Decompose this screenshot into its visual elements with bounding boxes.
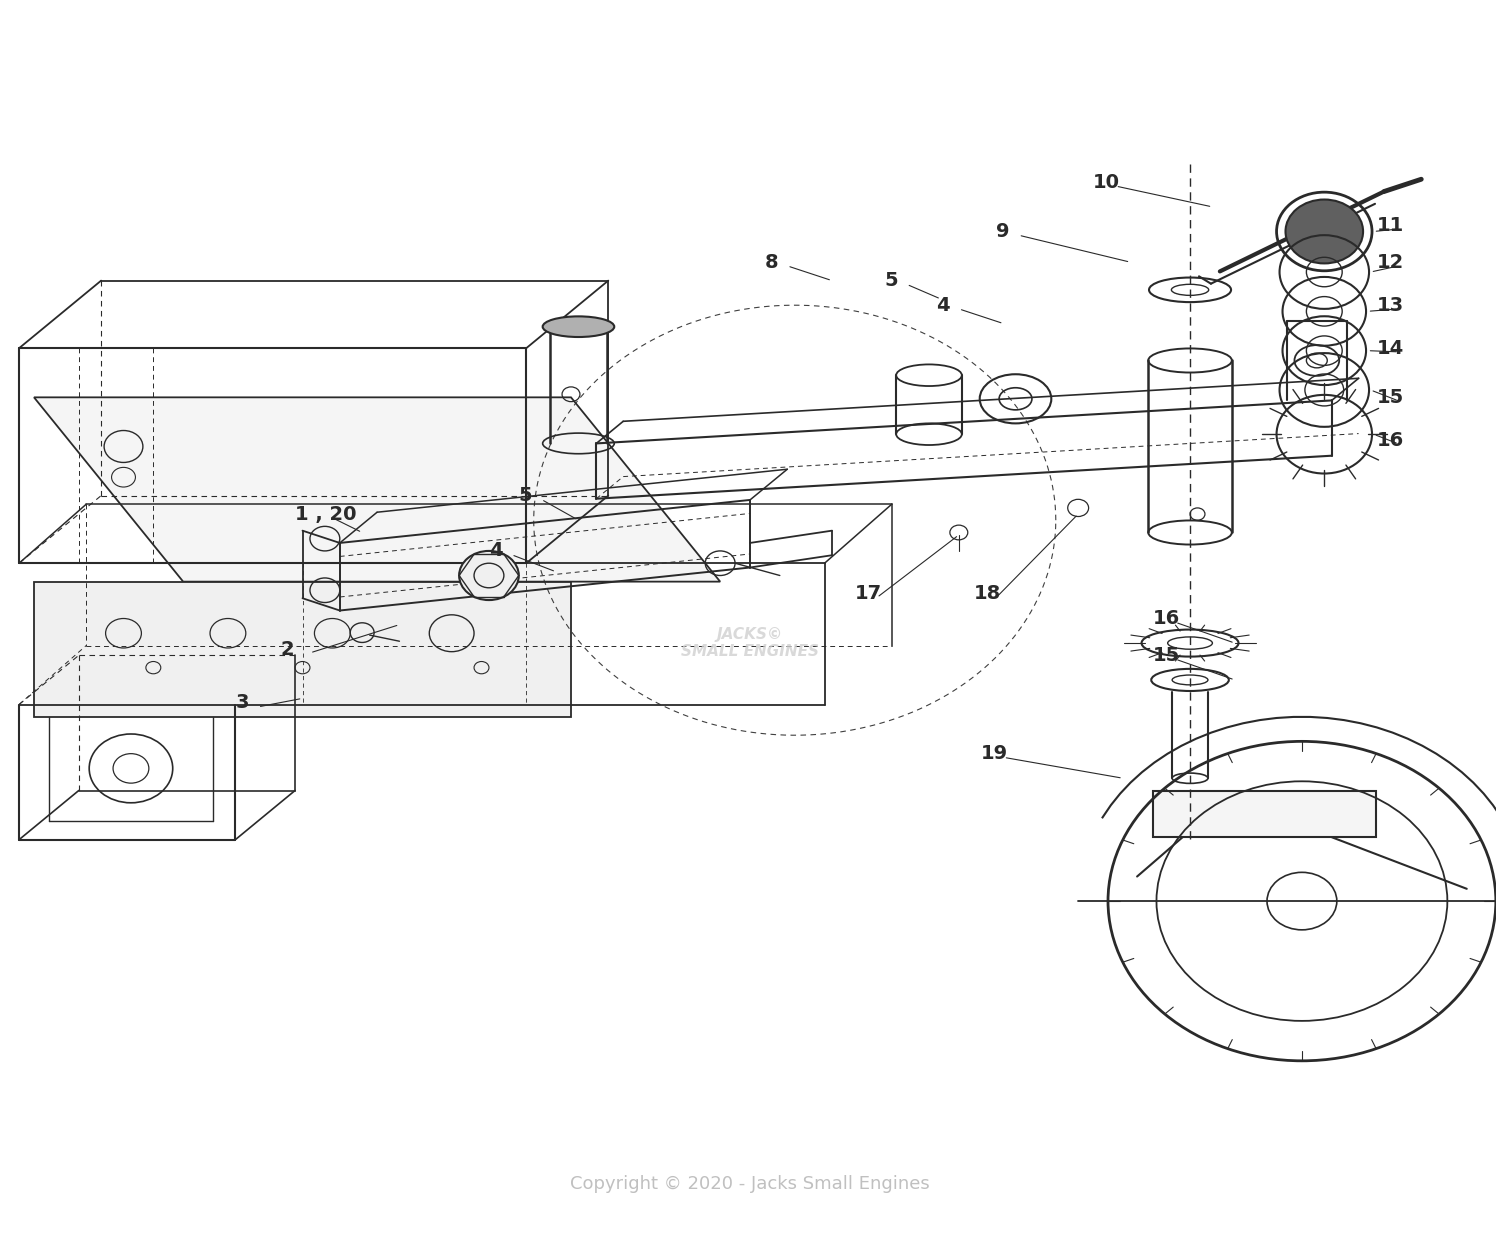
Text: 3: 3 — [236, 693, 249, 711]
Ellipse shape — [543, 317, 615, 336]
Text: Copyright © 2020 - Jacks Small Engines: Copyright © 2020 - Jacks Small Engines — [570, 1175, 930, 1192]
Text: 15: 15 — [1152, 646, 1180, 664]
Circle shape — [459, 550, 519, 600]
Polygon shape — [34, 581, 572, 716]
Text: 14: 14 — [1377, 339, 1404, 357]
Text: 15: 15 — [1377, 388, 1404, 407]
Text: 10: 10 — [1094, 173, 1120, 192]
Text: 4: 4 — [489, 542, 502, 560]
Text: 5: 5 — [519, 486, 532, 505]
Text: 12: 12 — [1377, 252, 1404, 272]
Text: 1 , 20: 1 , 20 — [296, 505, 357, 523]
Text: 2: 2 — [280, 640, 294, 659]
Text: 9: 9 — [996, 221, 1010, 241]
Polygon shape — [1152, 790, 1377, 837]
Text: 5: 5 — [884, 271, 898, 291]
Text: 16: 16 — [1152, 609, 1180, 628]
Text: 18: 18 — [974, 584, 1000, 604]
Text: 19: 19 — [981, 745, 1008, 763]
Text: 17: 17 — [855, 584, 882, 604]
Text: 16: 16 — [1377, 430, 1404, 450]
Text: JACKS©
SMALL ENGINES: JACKS© SMALL ENGINES — [681, 627, 819, 659]
Text: 11: 11 — [1377, 215, 1404, 235]
Text: 8: 8 — [765, 252, 778, 272]
Text: 13: 13 — [1377, 296, 1404, 314]
Polygon shape — [34, 397, 720, 581]
Text: 4: 4 — [936, 296, 950, 314]
Circle shape — [1286, 199, 1364, 263]
